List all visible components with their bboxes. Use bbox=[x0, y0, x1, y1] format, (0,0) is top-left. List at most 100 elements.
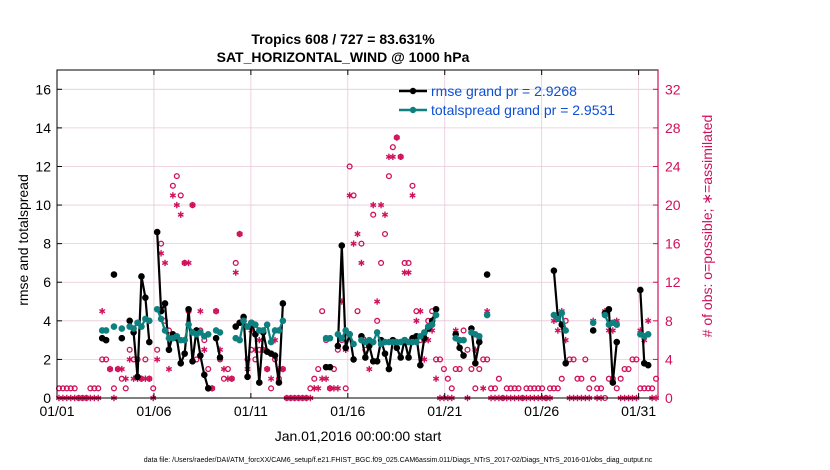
obs-possible-marker bbox=[122, 385, 129, 392]
obs-possible-marker bbox=[385, 173, 392, 180]
spread-point bbox=[153, 305, 161, 313]
obs-assimilated-stroke bbox=[267, 376, 275, 381]
rmse-point bbox=[189, 358, 196, 365]
obs-assimilated-stroke bbox=[550, 318, 558, 324]
obs-assimilated-marker bbox=[99, 307, 106, 315]
rmse-point bbox=[110, 271, 118, 278]
x-tick-label-1: 01/06 bbox=[136, 403, 171, 419]
obs-assimilated-stroke bbox=[452, 328, 459, 333]
spread-point bbox=[326, 334, 334, 342]
obs-assimilated-stroke bbox=[185, 260, 192, 266]
obs-possible-marker bbox=[142, 356, 149, 363]
obs-assimilated-marker bbox=[220, 365, 228, 373]
obs-assimilated-stroke bbox=[177, 212, 184, 217]
spread-point bbox=[240, 317, 247, 325]
x-tick-label-3: 01/16 bbox=[330, 403, 365, 419]
obs-possible-marker bbox=[480, 356, 487, 363]
rmse-point bbox=[432, 305, 440, 313]
y-tick-label-1: 2 bbox=[43, 351, 51, 367]
spread-point bbox=[342, 327, 350, 334]
obs-possible-marker bbox=[448, 385, 455, 392]
obs-possible-marker bbox=[495, 375, 502, 382]
rmse-point bbox=[472, 359, 479, 367]
spread-point bbox=[110, 323, 118, 330]
spread-point bbox=[417, 332, 424, 340]
rmse-point bbox=[609, 379, 617, 386]
obs-assimilated-stroke bbox=[417, 308, 424, 314]
obs-assimilated-marker bbox=[267, 375, 275, 382]
rmse-point bbox=[102, 336, 110, 344]
obs-possible-marker bbox=[535, 385, 542, 392]
obs-possible-marker bbox=[436, 356, 444, 363]
obs-possible-marker bbox=[637, 385, 644, 392]
rmse-point bbox=[204, 385, 212, 392]
obs-possible-marker bbox=[597, 385, 605, 392]
obs-assimilated-marker bbox=[146, 375, 153, 382]
obs-assimilated-stroke bbox=[346, 193, 353, 198]
obs-assimilated-stroke bbox=[236, 231, 243, 237]
y2-tick-label-7: 28 bbox=[665, 120, 681, 136]
spread-point bbox=[413, 338, 420, 346]
spread-point bbox=[475, 332, 483, 340]
obs-assimilated-stroke bbox=[99, 308, 106, 314]
rmse-point bbox=[385, 365, 393, 373]
y-tick-label-6: 12 bbox=[35, 158, 51, 174]
obs-assimilated-stroke bbox=[358, 260, 365, 266]
obs-assimilated-marker bbox=[421, 356, 428, 363]
obs-possible-marker bbox=[110, 385, 118, 392]
obs-assimilated-stroke bbox=[374, 299, 381, 304]
x-tick-label-6: 01/31 bbox=[621, 403, 656, 419]
rmse-point bbox=[334, 342, 342, 350]
x-tick-label-5: 01/26 bbox=[524, 403, 559, 419]
spread-point bbox=[275, 327, 283, 334]
obs-assimilated-stroke bbox=[350, 241, 357, 246]
y2-tick-label-8: 32 bbox=[665, 81, 681, 97]
obs-possible-marker bbox=[546, 385, 554, 392]
obs-possible-marker bbox=[456, 366, 463, 373]
y2-tick-label-1: 4 bbox=[665, 351, 673, 367]
rmse-point bbox=[338, 242, 346, 249]
rmse-point bbox=[216, 354, 224, 361]
rmse-point bbox=[613, 338, 621, 346]
rmse-point bbox=[483, 271, 491, 278]
rmse-point bbox=[252, 331, 259, 338]
rmse-point bbox=[562, 359, 569, 367]
y-tick-label-7: 14 bbox=[35, 120, 51, 136]
obs-possible-marker bbox=[87, 385, 94, 392]
obs-possible-marker bbox=[633, 356, 640, 363]
legend-rmse-marker bbox=[409, 87, 417, 95]
spread-point bbox=[644, 331, 652, 338]
rmse-point bbox=[212, 334, 220, 342]
rmse-point bbox=[362, 354, 369, 361]
rmse-point bbox=[201, 371, 208, 379]
obs-assimilated-marker bbox=[279, 365, 286, 373]
obs-assimilated-marker bbox=[389, 153, 396, 161]
spread-point bbox=[369, 338, 377, 346]
obs-possible-marker bbox=[574, 375, 581, 382]
rmse-point bbox=[589, 327, 597, 334]
spread-point bbox=[350, 340, 357, 348]
obs-assimilated-marker bbox=[154, 356, 161, 363]
obs-possible-marker bbox=[91, 385, 98, 392]
obs-assimilated-stroke bbox=[370, 202, 377, 208]
rmse-point bbox=[165, 346, 173, 354]
obs-assimilated-marker bbox=[346, 192, 353, 199]
obs-assimilated-marker bbox=[315, 385, 322, 392]
spread-point bbox=[130, 325, 137, 332]
obs-possible-marker bbox=[539, 385, 546, 392]
obs-possible-marker bbox=[205, 366, 212, 373]
spread-point bbox=[334, 331, 342, 338]
obs-assimilated-marker bbox=[185, 259, 192, 267]
rmse-point bbox=[381, 350, 389, 357]
obs-assimilated-stroke bbox=[322, 376, 330, 381]
obs-assimilated-stroke bbox=[118, 366, 125, 372]
obs-possible-marker bbox=[476, 366, 483, 373]
obs-assimilated-marker bbox=[409, 192, 416, 199]
rmse-point bbox=[475, 338, 483, 346]
obs-assimilated-stroke bbox=[212, 308, 220, 314]
rmse-point bbox=[397, 354, 405, 361]
obs-assimilated-marker bbox=[354, 230, 361, 238]
obs-possible-marker bbox=[381, 230, 389, 238]
obs-assimilated-marker bbox=[228, 375, 235, 382]
